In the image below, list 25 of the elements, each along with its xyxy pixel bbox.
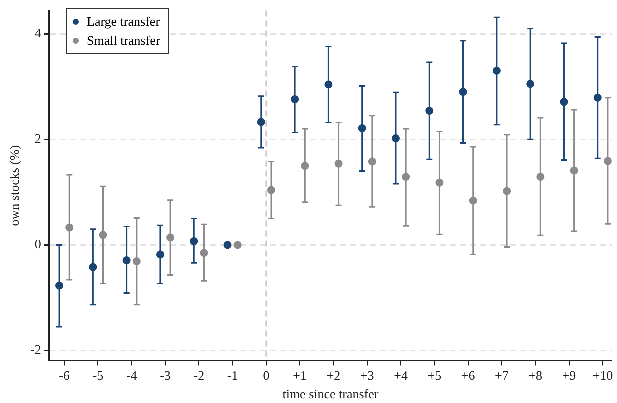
legend-label: Small transfer (87, 32, 160, 50)
y-tick-label: 2 (34, 131, 42, 146)
x-tick-label: +7 (495, 368, 510, 384)
x-tick-label: +3 (360, 368, 374, 384)
x-tick-label: +9 (562, 368, 576, 384)
y-tick-label: -2 (30, 342, 42, 358)
x-axis-title: time since transfer (282, 386, 380, 402)
y-axis-title: own stocks (%) (7, 145, 22, 226)
x-tick-label: -2 (194, 368, 205, 384)
x-tick-label: +8 (528, 368, 543, 384)
y-tick-label: 0 (34, 236, 42, 252)
y-tick-label: 4 (34, 25, 42, 40)
x-tick-label: +1 (293, 368, 308, 384)
x-tick-label: -4 (126, 368, 138, 384)
x-tick-label: -6 (59, 368, 70, 384)
x-tick-label: -3 (160, 368, 171, 384)
x-tick-label: +10 (592, 368, 614, 384)
x-tick-label: +4 (394, 368, 408, 384)
x-tick-label: 0 (263, 368, 270, 384)
x-tick-label: +6 (461, 368, 476, 384)
x-tick-label: -1 (227, 368, 238, 384)
x-tick-label: +5 (428, 368, 442, 384)
x-tick-label: -5 (92, 368, 104, 384)
x-tick-label: +2 (326, 368, 341, 384)
legend-label: Large transfer (87, 13, 160, 31)
